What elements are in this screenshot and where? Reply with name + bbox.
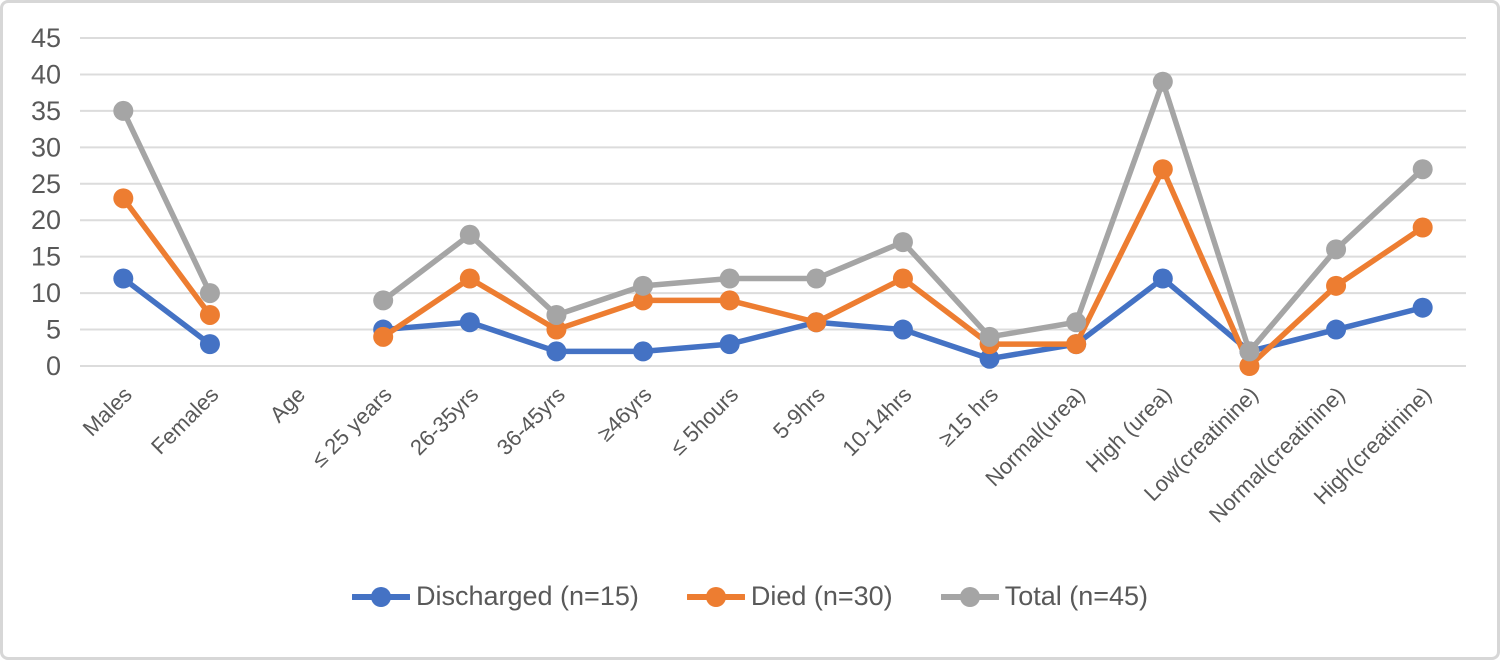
x-axis-label: Males [78,382,137,441]
series-line [120,108,213,296]
data-point [199,304,220,325]
y-tick-label: 45 [31,23,61,53]
y-axis-labels: 0 5 10 15 20 25 30 35 40 45 [31,23,61,381]
x-axis-label: ≥15 hrs [934,382,1003,451]
y-tick-label: 30 [31,132,61,162]
data-point [1152,159,1173,180]
data-point [1412,159,1433,180]
data-point [113,100,134,121]
y-tick-label: 5 [46,315,61,345]
legend-label: Total (n=45) [1004,581,1149,611]
x-axis-label: High (urea) [1081,382,1176,477]
data-point [633,290,654,311]
chart-legend: Discharged (n=15) Died (n=30) Total (n=45) [3,581,1497,612]
x-axis-label: 36-45yrs [492,382,570,460]
data-point [1412,297,1433,318]
series-line [380,78,1426,355]
data-point [719,334,740,355]
x-axis-labels: Males Females Age≤ 25 years 26-35yrs 36-45yr… [78,382,1437,528]
data-point [892,268,913,289]
legend-item: Died (n=30) [686,581,893,612]
data-point [979,348,1000,369]
data-point [892,319,913,340]
y-tick-label: 15 [31,242,61,272]
legend-label: Died (n=30) [750,581,893,611]
data-point [1326,275,1347,296]
data-point [1412,217,1433,238]
x-axis-label: 5-9hrs [768,382,830,444]
data-point [633,341,654,362]
data-point [459,312,480,333]
series-line [120,195,213,318]
data-point [199,334,220,355]
legend-label: Discharged (n=15) [415,581,639,611]
x-axis-label: Females [146,382,223,459]
data-point [459,268,480,289]
data-point [1066,334,1087,355]
legend-item: Total (n=45) [940,581,1149,612]
data-point [373,290,394,311]
line-chart: 0 5 10 15 20 25 30 35 40 45 Males Females Age≤ 25 ye… [31,23,1466,528]
x-axis-label: ≤ 25 years [307,382,397,472]
x-axis-label: 26-35yrs [405,382,483,460]
y-tick-label: 0 [46,351,61,381]
y-tick-label: 10 [31,278,61,308]
data-point [1239,356,1260,376]
x-axis-label: ≥46yrs [592,382,656,446]
data-point [546,319,567,340]
y-tick-label: 40 [31,59,61,89]
data-point [719,268,740,289]
legend-line-marker-icon [686,586,745,607]
data-point [806,268,827,289]
data-point [633,275,654,296]
gridlines [80,37,1466,367]
data-point [1066,312,1087,333]
data-point [199,283,220,304]
y-tick-label: 25 [31,169,61,199]
data-point [1152,268,1173,289]
legend-line-marker-icon [351,586,410,607]
data-point [1239,341,1260,362]
x-axis-label: ≤ 5hours [665,382,743,460]
data-point [719,290,740,311]
series-0 [113,268,1433,369]
data-point [979,326,1000,347]
data-point [806,312,827,333]
data-point [1326,319,1347,340]
data-point [546,341,567,362]
data-point [892,232,913,253]
x-axis-label: Age [265,382,310,427]
y-tick-label: 20 [31,205,61,235]
x-axis-label: 10-14hrs [837,382,916,461]
data-point [1326,239,1347,260]
legend-line-marker-icon [940,586,999,607]
data-point [113,268,134,289]
data-point [373,326,394,347]
data-point [546,304,567,325]
data-point [1152,71,1173,92]
data-point [459,224,480,245]
y-tick-label: 35 [31,96,61,126]
series-1 [113,159,1433,376]
data-point [113,188,134,209]
series-line [120,275,213,347]
legend-item: Discharged (n=15) [351,581,639,612]
series-2 [113,71,1433,362]
